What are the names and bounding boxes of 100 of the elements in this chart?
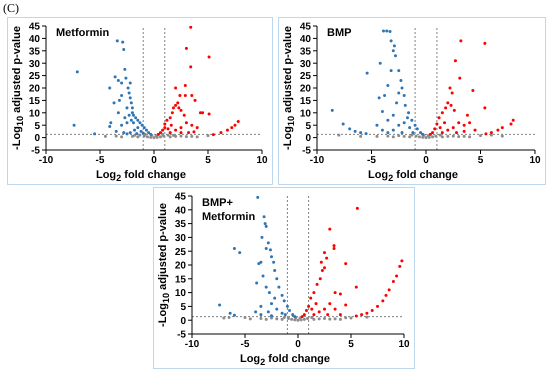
- point: [402, 121, 406, 124]
- point: [196, 135, 199, 138]
- y-tick-label: 5: [180, 302, 186, 313]
- point: [310, 308, 314, 311]
- y-tick-label: -5: [177, 330, 186, 341]
- point: [196, 126, 199, 130]
- point: [388, 288, 391, 292]
- point: [332, 244, 336, 248]
- point: [272, 260, 276, 264]
- point: [218, 304, 222, 307]
- point: [112, 101, 116, 104]
- y-tick-label: 5: [34, 120, 40, 132]
- x-tick-label: 5: [478, 155, 484, 166]
- point: [128, 82, 132, 85]
- point: [136, 118, 140, 122]
- point: [356, 206, 359, 210]
- point: [344, 316, 348, 320]
- point: [130, 111, 134, 114]
- point: [161, 128, 164, 132]
- point: [411, 131, 414, 134]
- point: [176, 101, 180, 104]
- point: [184, 135, 188, 138]
- point: [406, 116, 409, 120]
- point: [459, 39, 462, 42]
- point: [206, 134, 210, 138]
- point: [184, 121, 188, 124]
- point: [116, 79, 120, 82]
- point: [180, 126, 182, 130]
- point: [440, 135, 444, 138]
- point: [318, 310, 321, 314]
- point: [120, 124, 124, 127]
- point: [325, 256, 328, 260]
- point: [264, 222, 267, 226]
- point: [323, 251, 326, 254]
- point: [431, 131, 434, 134]
- point: [266, 310, 270, 314]
- x-tick-label: 10: [529, 155, 541, 166]
- point: [126, 121, 128, 124]
- point: [184, 94, 187, 97]
- point: [259, 260, 262, 264]
- point: [500, 126, 504, 130]
- point: [184, 84, 187, 88]
- point: [254, 310, 258, 314]
- point: [344, 304, 348, 307]
- point: [435, 122, 438, 126]
- x-tick-label: 5: [348, 339, 354, 350]
- text: (C): [3, 1, 19, 16]
- point: [126, 132, 128, 136]
- point: [304, 309, 308, 312]
- point: [310, 316, 314, 319]
- point: [259, 304, 262, 308]
- point: [312, 291, 316, 294]
- point: [400, 86, 404, 90]
- point: [270, 255, 273, 258]
- point: [474, 128, 477, 132]
- point: [152, 136, 156, 140]
- point: [399, 79, 402, 82]
- x-axis-title: Log$_{2}$ fold change: [366, 168, 460, 183]
- point: [496, 128, 500, 132]
- y-tick-label: 45: [174, 192, 186, 203]
- point: [174, 104, 178, 107]
- point: [140, 130, 143, 133]
- point: [190, 134, 194, 138]
- point: [120, 82, 124, 85]
- point: [123, 68, 126, 71]
- point: [201, 111, 204, 114]
- point: [395, 274, 398, 278]
- point: [468, 121, 472, 124]
- point: [280, 312, 284, 315]
- point: [114, 134, 118, 138]
- point: [328, 228, 332, 231]
- point: [248, 317, 252, 320]
- point: [146, 135, 150, 138]
- point: [338, 313, 342, 316]
- point: [170, 111, 174, 114]
- y-tick-label: 15: [28, 96, 40, 107]
- point: [359, 134, 362, 138]
- point: [320, 269, 324, 272]
- point: [158, 131, 162, 134]
- point: [132, 114, 135, 117]
- point: [282, 316, 286, 319]
- point: [108, 124, 112, 128]
- point: [174, 128, 178, 132]
- point: [275, 308, 278, 311]
- point: [128, 114, 131, 117]
- point: [395, 101, 398, 104]
- point: [93, 132, 96, 136]
- point: [163, 122, 166, 126]
- point: [124, 76, 128, 80]
- point: [462, 124, 466, 127]
- point: [392, 44, 396, 48]
- point: [178, 94, 182, 97]
- y-tick-label: 45: [300, 22, 312, 33]
- point: [302, 313, 306, 316]
- point: [388, 30, 392, 33]
- point: [275, 277, 278, 280]
- point: [259, 317, 262, 320]
- point: [264, 318, 268, 321]
- point: [180, 134, 182, 138]
- point: [257, 262, 260, 266]
